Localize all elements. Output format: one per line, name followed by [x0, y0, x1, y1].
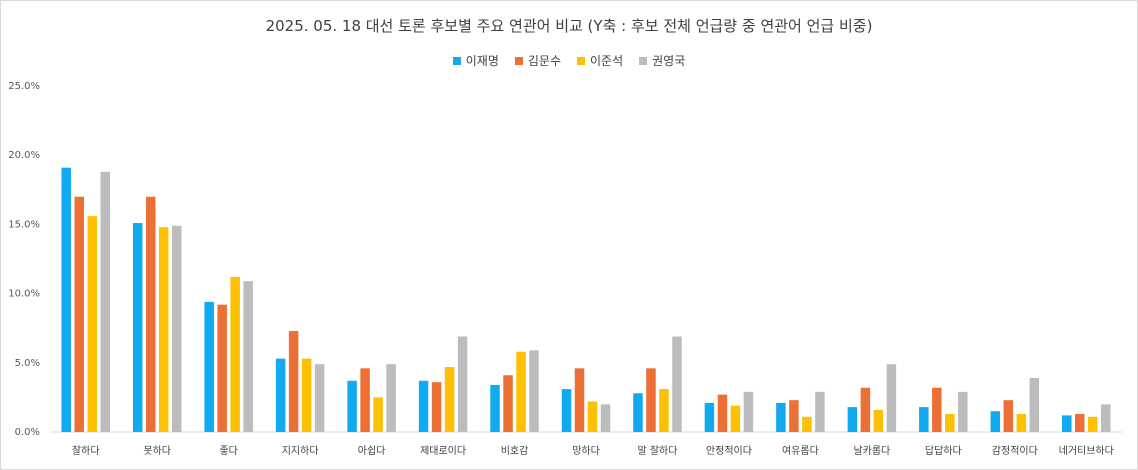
bar: [574, 368, 585, 432]
x-tick-label: 네거티브하다: [1059, 444, 1114, 457]
legend-swatch: [639, 56, 648, 65]
bar: [490, 384, 500, 432]
bar: [444, 366, 455, 432]
bar: [100, 171, 110, 432]
legend-swatch: [452, 56, 461, 65]
bar: [646, 368, 656, 432]
legend-swatch: [577, 56, 585, 65]
y-tick-label: 5.0%: [15, 358, 40, 369]
bar: [932, 387, 942, 432]
bar: [802, 416, 812, 432]
bar: [717, 394, 728, 432]
bar: [860, 387, 871, 432]
y-tick-label: 0.0%: [15, 427, 40, 438]
x-tick-label: 답답하다: [925, 444, 962, 457]
bar: [431, 382, 442, 432]
legend-label: 김문수: [527, 54, 561, 68]
bar: [145, 196, 156, 432]
bar: [847, 407, 858, 432]
bar: [730, 405, 741, 432]
bar: [919, 407, 929, 432]
bar: [1101, 404, 1111, 432]
x-tick-label: 말 잘하다: [637, 444, 677, 457]
chart-legend: 이재명 김문수 이준석 권영국: [0, 52, 1138, 69]
bar: [158, 227, 169, 432]
bar: [204, 301, 214, 432]
bar: [704, 402, 715, 432]
bar: [360, 368, 370, 432]
bar: [457, 336, 468, 432]
bar: [347, 380, 357, 432]
legend-swatch: [514, 56, 523, 65]
x-tick-label: 안정적이다: [706, 445, 752, 457]
bar: [633, 393, 643, 432]
bar: [74, 196, 84, 432]
legend-item-series-2: 이준석: [577, 52, 623, 69]
x-tick-label: 여유롭다: [782, 445, 819, 457]
bar: [958, 391, 968, 432]
x-tick-label: 망하다: [572, 444, 600, 457]
bar: [1075, 414, 1085, 432]
x-tick-label: 지지하다: [282, 444, 319, 457]
bar: [659, 389, 669, 432]
bar: [1088, 416, 1098, 432]
x-tick-label: 좋다: [219, 445, 237, 457]
legend-item-series-0: 이재명: [452, 52, 499, 69]
legend-item-series-3: 권영국: [639, 52, 685, 69]
bar: [171, 225, 182, 432]
bar: [1062, 415, 1072, 432]
y-tick-label: 15.0%: [8, 219, 40, 230]
bar: [1003, 400, 1014, 432]
x-tick-label: 비호감: [501, 445, 529, 457]
bar: [87, 216, 97, 432]
bar: [373, 397, 383, 432]
bar: [561, 389, 572, 432]
x-tick-label: 잘하다: [72, 444, 100, 457]
bar: [945, 414, 955, 432]
chart-title: 2025. 05. 18 대선 토론 후보별 주요 연관어 비교 (Y축 : 후…: [265, 17, 873, 35]
bar: [743, 391, 754, 432]
y-tick-label: 10.0%: [8, 289, 40, 300]
bar: [815, 391, 825, 432]
bar: [516, 351, 526, 432]
bar: [776, 402, 786, 432]
legend-label: 이준석: [590, 54, 624, 68]
x-tick-label: 아쉽다: [358, 445, 386, 457]
x-tick-label: 감정적이다: [992, 445, 1038, 457]
bar: [1029, 378, 1040, 432]
bar: [672, 336, 682, 432]
bar: [386, 364, 396, 432]
bar: [503, 375, 513, 432]
bar: [217, 304, 227, 432]
bar: [873, 409, 884, 432]
bar: [529, 350, 539, 432]
bar: [789, 400, 799, 432]
bar: [418, 380, 429, 432]
bar: [314, 364, 325, 432]
bar: [587, 401, 598, 432]
bar: [288, 330, 299, 432]
legend-item-series-1: 김문수: [514, 52, 561, 69]
bar: [886, 364, 897, 432]
legend-label: 권영국: [652, 54, 686, 68]
bar: [243, 281, 253, 432]
y-tick-label: 20.0%: [8, 150, 40, 161]
bar: [1016, 414, 1027, 432]
x-tick-label: 제대로이다: [420, 445, 466, 457]
bar: [600, 404, 611, 432]
x-tick-label: 날카롭다: [853, 445, 890, 457]
legend-label: 이재명: [465, 54, 499, 68]
y-tick-label: 25.0%: [8, 81, 40, 92]
bar: [990, 411, 1001, 432]
x-tick-label: 못하다: [143, 444, 171, 457]
bar: [132, 223, 143, 432]
bar: [301, 358, 312, 432]
bar: [230, 276, 240, 432]
bar: [275, 358, 286, 432]
bar: [61, 167, 71, 432]
